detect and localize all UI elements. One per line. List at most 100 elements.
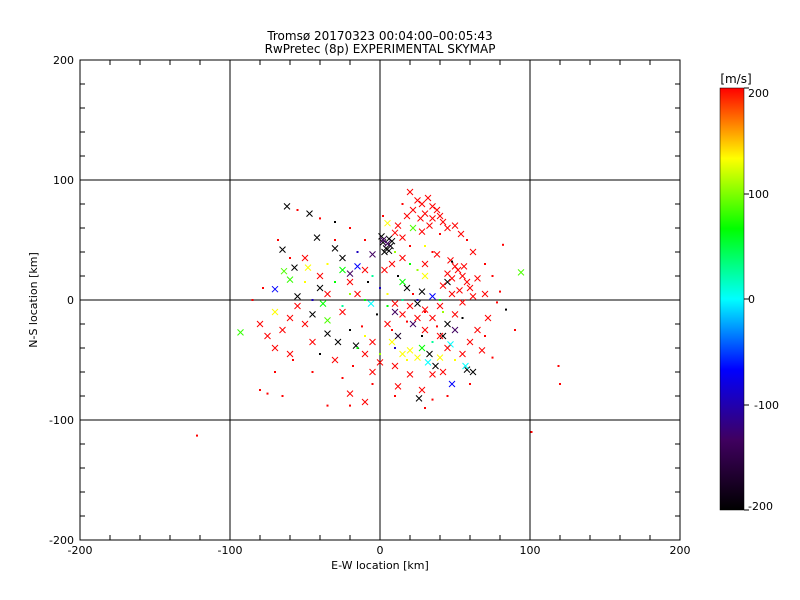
data-point-x — [448, 380, 456, 388]
data-point-x — [376, 359, 384, 366]
data-point-x — [256, 320, 264, 328]
data-point-x — [444, 270, 451, 277]
data-point-x — [399, 254, 406, 262]
data-point-dot — [361, 325, 363, 328]
data-point-x — [286, 350, 294, 358]
data-point-dot — [394, 395, 396, 397]
data-point-dot — [364, 335, 366, 337]
chart-title: Tromsø 20170323 00:04:00–00:05:43 — [266, 29, 492, 43]
data-point-x — [399, 234, 406, 241]
data-point-x — [271, 285, 279, 293]
data-point-dot — [394, 347, 396, 349]
data-point-x — [391, 300, 399, 307]
data-point-x — [388, 237, 396, 245]
data-point-x — [354, 290, 361, 298]
data-point-dot — [416, 299, 419, 301]
data-point-x — [436, 354, 444, 361]
data-point-dot — [416, 269, 419, 271]
data-point-dot — [386, 305, 389, 307]
data-point-dot — [386, 293, 389, 295]
data-point-x — [313, 234, 321, 241]
data-point-dot — [379, 353, 381, 355]
data-point-x — [432, 362, 439, 370]
data-point-dot — [382, 215, 384, 217]
colorbar-ticks — [744, 87, 749, 511]
data-point-x — [433, 206, 441, 214]
data-point-x — [444, 320, 451, 328]
data-point-dot — [424, 245, 426, 247]
data-point-x — [316, 272, 324, 280]
data-point-dot — [406, 359, 408, 361]
data-point-x — [424, 194, 432, 202]
data-point-dot — [364, 299, 366, 301]
data-point-x — [271, 308, 279, 316]
data-point-dot — [401, 203, 404, 205]
data-point-x — [459, 299, 466, 306]
data-point-dot — [391, 329, 393, 331]
data-point-x — [418, 288, 426, 295]
data-point-x — [331, 356, 339, 364]
data-point-dot — [281, 395, 284, 397]
data-point-dot — [274, 371, 276, 373]
data-point-x — [454, 266, 462, 274]
grid-lines — [80, 60, 680, 540]
data-point-dot — [406, 320, 408, 323]
data-point-dot — [334, 281, 336, 283]
colorbar-tick-label: 200 — [748, 87, 769, 100]
data-point-x — [394, 383, 402, 390]
data-point-x — [469, 293, 477, 300]
data-point-x — [426, 350, 433, 358]
data-point-x — [409, 224, 417, 232]
data-point-x — [394, 332, 402, 340]
data-point-dot — [371, 383, 374, 385]
data-point-x — [459, 272, 466, 280]
data-points — [196, 188, 561, 437]
data-point-dot — [296, 209, 299, 211]
data-point-x — [361, 350, 369, 358]
data-point-x — [439, 282, 447, 289]
colorbar-tick-label: -200 — [748, 500, 773, 513]
data-point-x — [361, 266, 369, 274]
data-point-x — [388, 260, 396, 268]
data-point-dot — [431, 341, 434, 343]
data-point-x — [457, 230, 465, 238]
data-point-dot — [266, 392, 269, 395]
data-point-x — [346, 390, 354, 397]
colorbar-tick-label: -100 — [754, 399, 779, 412]
data-point-x — [409, 320, 417, 328]
data-point-x — [264, 332, 271, 340]
data-point-dot — [334, 221, 336, 223]
data-point-x — [388, 338, 396, 346]
data-point-dot — [421, 335, 423, 337]
data-point-x — [306, 210, 313, 217]
colorbar-gradient — [719, 87, 745, 511]
data-point-x — [279, 326, 286, 334]
data-point-x — [406, 302, 414, 310]
data-point-dot — [277, 239, 279, 241]
y-axis-label: N-S location [km] — [27, 252, 40, 348]
data-point-dot — [311, 371, 314, 373]
data-point-dot — [311, 299, 314, 301]
data-point-x — [391, 362, 399, 370]
data-point-x — [444, 278, 451, 286]
y-tick-label: 100 — [53, 174, 74, 187]
data-point-x — [301, 320, 309, 328]
data-point-x — [291, 264, 298, 271]
data-point-dot — [364, 239, 366, 241]
data-point-x — [399, 278, 406, 286]
data-point-x — [406, 188, 414, 196]
data-point-dot — [502, 243, 504, 246]
data-point-x — [414, 354, 421, 361]
data-point-x — [403, 284, 411, 292]
data-point-x — [319, 300, 327, 307]
data-point-dot — [356, 251, 359, 253]
data-point-dot — [446, 395, 449, 397]
data-point-x — [384, 219, 391, 227]
data-point-x — [469, 368, 477, 376]
data-point-dot — [424, 407, 426, 409]
data-point-x — [439, 368, 447, 376]
data-point-dot — [356, 347, 359, 349]
data-point-x — [436, 302, 444, 310]
data-point-dot — [397, 275, 399, 277]
data-point-dot — [484, 335, 486, 337]
